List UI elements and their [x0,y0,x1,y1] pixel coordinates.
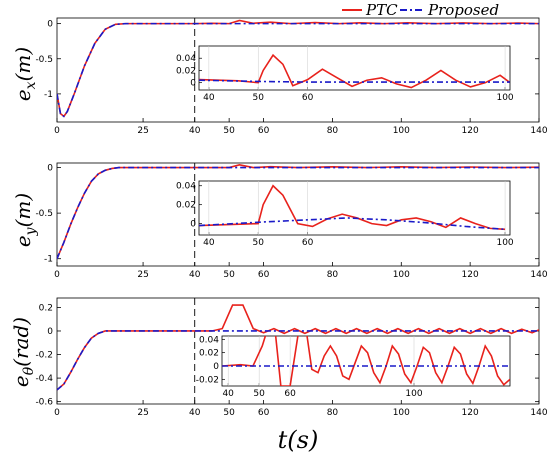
series-proposed-line [57,330,539,391]
x-axis-ticks: 0 25 40 50 60 80 100 120 140 [54,118,548,136]
x-tick-label: 50 [223,270,235,280]
inset-x-tick-label: 60 [302,238,314,248]
x-tick-label: 40 [189,408,201,418]
y-tick-label: 0 [47,20,53,30]
x-tick-label: 120 [462,270,479,280]
x-tick-label: 40 [189,270,201,280]
series-group [57,163,539,260]
inset-y-tick-label: 0.02 [176,201,196,211]
legend: PTC Proposed [342,1,499,19]
series-proposed-line [199,79,510,83]
series-group [57,19,539,118]
legend-ptc-label: PTC [365,1,398,19]
y-axis-label: eθ(rad) [9,317,37,387]
inset-x-tick-label: 60 [284,389,296,399]
x-tick-label: 40 [189,126,201,136]
axes-frame [56,162,540,267]
inset-y-tick-label: 0.02 [199,349,219,359]
inset-y-tick-label: 0 [190,79,196,89]
panel-ey: 0 -0.5 -1 0 25 40 50 60 80 100 120 140 ey(m) 0 0.02… [11,162,548,280]
x-tick-label: 80 [327,126,339,136]
y-axis-ticks: 0.2 0 -0.2 -0.4 -0.6 [35,303,539,408]
x-tick-label: 0 [54,408,60,418]
y-tick-label: -1 [44,90,53,100]
inset-x-tick-label: 100 [496,238,513,248]
x-tick-label: 0 [54,270,60,280]
x-tick-label: 60 [258,126,270,136]
x-tick-label: 80 [327,408,339,418]
series-group [57,304,539,391]
axes-frame [56,297,540,405]
inset-zoom: 0 0.02 0.04 40 50 60 100 [176,45,514,103]
x-tick-label: 25 [137,408,148,418]
inset-x-tick-label: 50 [253,238,265,248]
x-tick-label: 140 [530,126,547,136]
y-tick-label: 0.2 [39,303,53,313]
y-axis-label: ex(m) [11,47,39,101]
inset-x-tick-label: 100 [496,93,513,103]
inset-x-tick-label: 40 [203,238,215,248]
x-tick-label: 120 [462,126,479,136]
x-tick-label: 100 [393,270,410,280]
y-tick-label: -0.6 [35,398,53,408]
x-tick-label: 50 [223,126,235,136]
x-tick-label: 0 [54,126,60,136]
axes-frame [56,17,540,123]
inset-x-tick-label: 60 [302,93,314,103]
x-tick-label: 140 [530,408,547,418]
series-proposed-line [57,22,539,118]
inset-y-tick-label: 0 [190,220,196,230]
inset-y-tick-label: 0 [213,362,219,372]
panel-ex: 0 -0.5 -1 0 25 40 50 60 80 100 120 140 ex(m) 0 0.02… [11,17,548,136]
x-tick-label: 120 [462,408,479,418]
y-axis-label: ey(m) [11,193,39,247]
inset-x-tick-label: 50 [253,93,265,103]
series-ptc-line [222,336,510,386]
y-tick-label: -1 [44,255,53,265]
x-tick-label: 60 [258,408,270,418]
x-axis-ticks: 0 25 40 50 60 80 100 120 140 [54,262,548,280]
inset-frame [198,180,511,236]
x-tick-label: 60 [258,270,270,280]
series-proposed-line [199,217,506,231]
x-tick-label: 140 [530,270,547,280]
inset-x-tick-label: 40 [203,93,215,103]
x-tick-label: 100 [393,126,410,136]
x-tick-label: 100 [393,408,410,418]
x-tick-label: 25 [137,270,148,280]
inset-x-tick-label: 100 [405,389,422,399]
series-proposed-line [57,166,539,260]
inset-x-tick-label: 50 [253,389,265,399]
y-tick-label: -0.5 [35,55,53,65]
panel-etheta: 0.2 0 -0.2 -0.4 -0.6 0 25 40 50 60 80 100 120 140 eθ… [9,297,548,418]
inset-y-tick-label: 0.04 [176,182,196,192]
inset-y-tick-label: 0.02 [176,66,196,76]
x-axis-ticks: 0 25 40 50 60 80 100 120 140 [54,400,548,418]
x-tick-label: 80 [327,270,339,280]
y-tick-label: -0.5 [35,209,53,219]
inset-y-tick-label: -0.02 [196,375,219,385]
x-tick-label: 25 [137,126,148,136]
y-tick-label: -0.4 [35,374,53,384]
inset-y-tick-label: 0.04 [199,335,219,345]
inset-x-tick-label: 40 [222,389,234,399]
inset-zoom: 0 0.02 0.04 40 50 60 100 [176,180,514,248]
y-tick-label: 0 [47,327,53,337]
y-tick-label: 0 [47,164,53,174]
inset-y-tick-label: 0.04 [176,54,196,64]
inset-frame [221,335,511,387]
x-axis-label: t(s) [278,426,319,454]
legend-proposed-label: Proposed [427,1,499,19]
y-tick-label: -0.2 [35,351,53,361]
x-tick-label: 50 [223,408,235,418]
